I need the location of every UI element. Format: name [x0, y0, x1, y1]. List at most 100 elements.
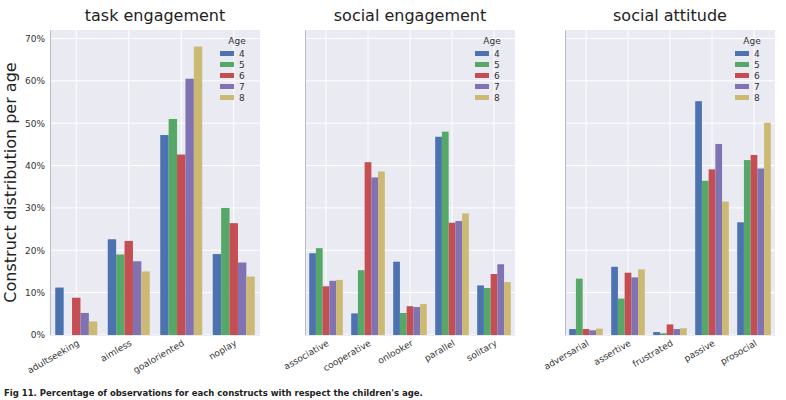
bar	[329, 281, 336, 335]
legend: Age45678	[475, 36, 501, 103]
y-tick-label: 40%	[25, 161, 45, 171]
bar	[230, 223, 238, 335]
plot-background	[565, 30, 775, 335]
bar	[477, 285, 484, 335]
bar	[715, 144, 722, 335]
bar	[455, 221, 462, 335]
bar	[213, 254, 221, 335]
bar	[757, 169, 764, 335]
x-tick-label: assertive	[592, 338, 633, 367]
x-grid-line	[586, 30, 587, 335]
legend-label: 8	[494, 93, 500, 103]
bar	[194, 47, 202, 335]
y-grid-line	[50, 80, 260, 81]
x-tick-label: adversarial	[542, 338, 590, 372]
x-tick-label: adultseeking	[26, 338, 81, 376]
legend-title: Age	[743, 36, 761, 46]
x-tick-label: passive	[682, 338, 717, 364]
panel: 0%10%20%30%40%50%60%70%adultseekingaimle…	[25, 6, 261, 376]
legend-swatch	[475, 84, 489, 89]
bar	[358, 270, 365, 335]
bar	[246, 277, 254, 335]
bar	[336, 280, 343, 335]
y-tick: 60%	[25, 76, 50, 86]
x-tick: aimless	[99, 335, 134, 364]
bar	[673, 329, 680, 335]
legend-swatch	[735, 51, 749, 56]
chart-title: social attitude	[613, 6, 727, 25]
legend-label: 7	[754, 82, 760, 92]
bar	[435, 137, 442, 335]
bar	[169, 119, 177, 335]
plot-background	[305, 30, 515, 335]
legend-label: 8	[754, 93, 760, 103]
bar	[653, 332, 660, 335]
bar	[618, 299, 625, 335]
x-axis-line	[306, 335, 516, 336]
y-tick-label: 70%	[25, 34, 45, 44]
caption: Fig 11. Percentage of observations for e…	[4, 388, 423, 398]
legend-label: 4	[239, 49, 245, 59]
legend-swatch	[475, 73, 489, 78]
bar	[413, 307, 420, 335]
bar	[504, 282, 511, 335]
x-tick: onlooker	[376, 335, 415, 366]
legend-swatch	[735, 73, 749, 78]
bar	[667, 324, 674, 335]
bar	[611, 267, 618, 335]
x-axis: associativecooperativeonlookerparallelso…	[282, 335, 515, 373]
x-tick: goaloriented	[132, 335, 186, 375]
legend-label: 7	[239, 82, 245, 92]
bar	[116, 255, 124, 335]
bar	[569, 329, 576, 335]
y-tick-label: 60%	[25, 76, 45, 86]
y-axis-title: Construct distribution per age	[1, 62, 20, 302]
bar	[449, 223, 456, 335]
legend-swatch	[735, 62, 749, 67]
bar	[420, 304, 427, 335]
bar	[309, 253, 316, 335]
bar	[238, 263, 246, 335]
y-tick-label: 20%	[25, 246, 45, 256]
bar	[702, 181, 709, 335]
y-tick: 30%	[25, 203, 50, 213]
x-tick-label: parallel	[423, 338, 457, 363]
y-axis	[565, 31, 567, 336]
legend-label: 4	[494, 49, 500, 59]
bar	[631, 277, 638, 335]
y-axis: 0%10%20%30%40%50%60%70%	[25, 31, 51, 341]
bar	[764, 123, 771, 335]
bar	[589, 330, 596, 335]
bar	[491, 274, 498, 335]
x-axis-line	[51, 335, 261, 336]
x-tick-label: onlooker	[376, 338, 415, 366]
bar	[108, 239, 116, 335]
bar	[160, 135, 168, 335]
bar	[125, 241, 133, 335]
bar	[141, 271, 149, 335]
legend-label: 5	[239, 60, 245, 70]
x-tick: solitary	[465, 335, 499, 363]
legend-title: Age	[483, 36, 501, 46]
x-grid-line	[76, 30, 77, 335]
panel: associativecooperativeonlookerparallelso…	[282, 6, 515, 373]
legend-swatch	[475, 51, 489, 56]
y-tick: 10%	[25, 288, 50, 298]
x-tick: assertive	[592, 335, 633, 367]
bar	[323, 286, 330, 335]
bar	[751, 155, 758, 335]
y-tick: 0%	[31, 330, 50, 340]
x-tick-label: frustrated	[631, 338, 675, 369]
x-tick: cooperative	[321, 335, 373, 373]
legend: Age45678	[735, 36, 761, 103]
bar	[625, 273, 632, 335]
y-tick-label: 30%	[25, 203, 45, 213]
x-tick-label: noplay	[207, 338, 239, 362]
bar	[442, 132, 449, 335]
legend-swatch	[220, 62, 234, 67]
x-tick: passive	[682, 335, 717, 364]
plot-background	[50, 30, 260, 335]
bar	[221, 208, 229, 335]
bars	[55, 47, 255, 335]
bar	[583, 329, 590, 335]
